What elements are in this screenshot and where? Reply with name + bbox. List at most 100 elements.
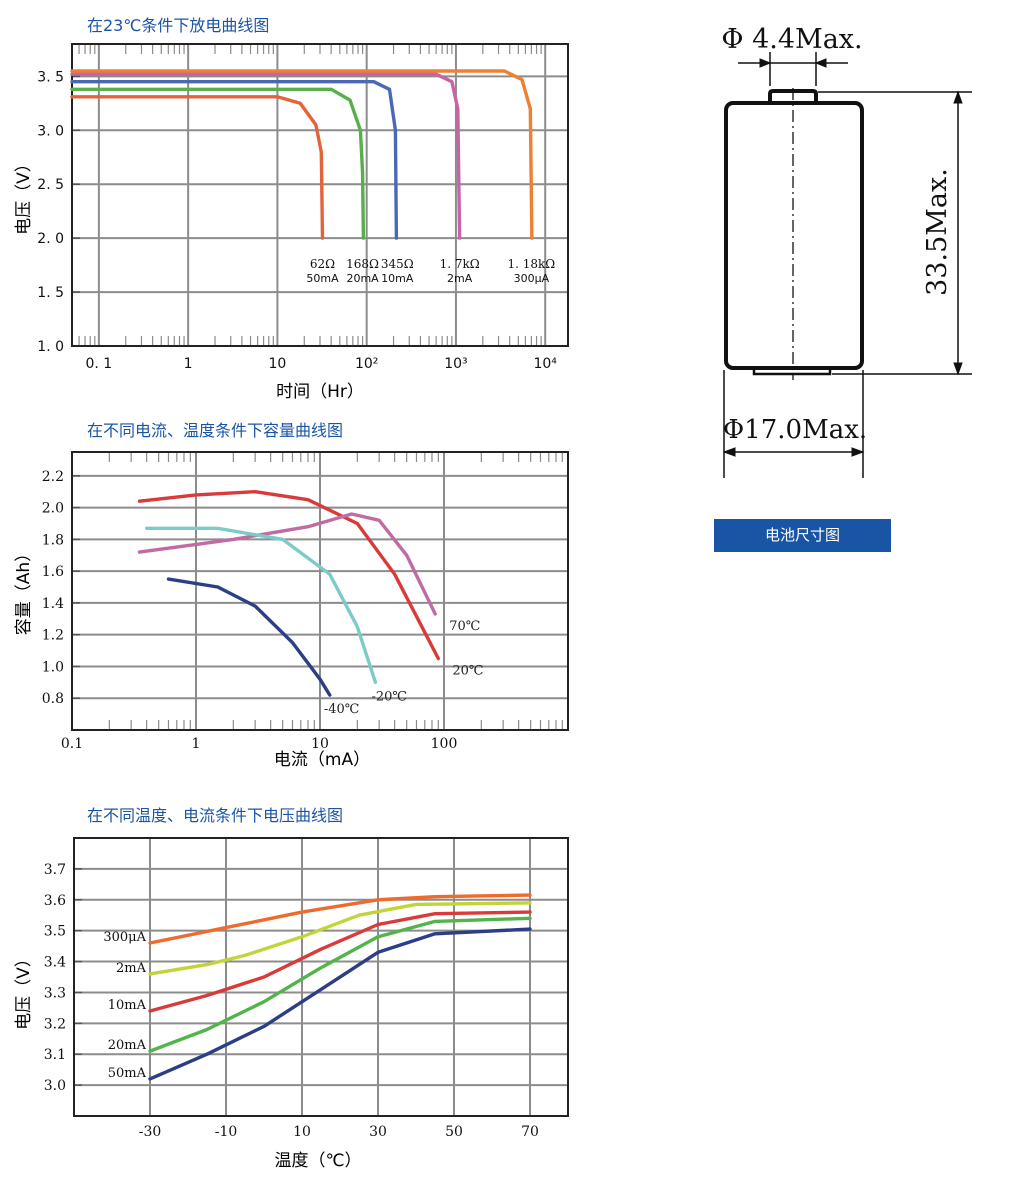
series-line xyxy=(148,901,532,976)
battery-body xyxy=(724,101,864,370)
series-label: 70℃ xyxy=(449,619,480,634)
series-line xyxy=(137,490,440,661)
annotation-layer: 20℃ 70℃ -20℃ -40℃ xyxy=(324,619,484,717)
arrow-head xyxy=(814,58,827,68)
y-tick-label: 1.8 xyxy=(42,532,64,548)
x-axis-label: 温度（℃） xyxy=(274,1151,361,1171)
x-tick-label: 10⁴ xyxy=(533,356,557,372)
x-tick-label: 10² xyxy=(355,356,378,372)
series-label: -40℃ xyxy=(324,702,359,717)
x-tick-label: 10 xyxy=(293,1124,311,1140)
y-axis-label: 电压（V） xyxy=(14,950,34,1030)
y-axis-label: 容量（Ah） xyxy=(14,545,34,635)
series-line xyxy=(70,80,399,240)
dimension-drawing-badge: 电池尺寸图 xyxy=(714,519,891,552)
x-tick-label: 10 xyxy=(311,736,329,752)
arrow-head xyxy=(759,58,772,68)
arrow-head xyxy=(722,447,736,457)
series-layer xyxy=(70,69,534,240)
y-tick-label: 3.3 xyxy=(44,985,66,1001)
series-layer xyxy=(148,893,532,1081)
series-label: 10mA xyxy=(108,998,147,1013)
chart-title: 在23℃条件下放电曲线图 xyxy=(87,16,269,35)
y-tick-label: 1.2 xyxy=(42,628,64,644)
height-label: 33.5Max. xyxy=(922,168,953,296)
y-tick-label: 1. 0 xyxy=(37,339,64,355)
y-tick-label: 3. 0 xyxy=(37,123,64,139)
series-label: 50mA xyxy=(108,1066,147,1081)
y-tick-label: 2. 5 xyxy=(37,177,64,193)
grid xyxy=(73,837,569,1117)
annotation-layer: 300μA 2mA 10mA 20mA 50mA xyxy=(103,930,146,1081)
y-tick-label: 3.4 xyxy=(44,955,66,971)
y-tick-label: 3.7 xyxy=(44,862,66,878)
y-tick-label: 2.0 xyxy=(42,501,64,517)
x-tick-label: 10 xyxy=(268,356,286,372)
load-current-label: 2mA xyxy=(447,272,473,285)
plot-frame xyxy=(71,451,569,731)
series-label: -20℃ xyxy=(371,689,406,704)
y-tick-label: 1. 5 xyxy=(37,285,64,301)
x-tick-label: -10 xyxy=(215,1124,238,1140)
x-tick-label: 50 xyxy=(445,1124,463,1140)
series-line xyxy=(70,72,462,240)
series-line xyxy=(145,526,378,684)
series-line xyxy=(148,916,532,1053)
x-tick-label: 0.1 xyxy=(61,736,83,752)
battery-base xyxy=(752,368,832,376)
body-diameter-label: Φ17.0Max. xyxy=(723,415,867,445)
y-tick-label: 3.0 xyxy=(44,1078,66,1094)
series-line xyxy=(70,87,366,240)
y-tick-label: 0.8 xyxy=(42,691,64,707)
load-resistance-label: 1. 18kΩ xyxy=(508,257,556,271)
arrow-head xyxy=(851,447,865,457)
tick-layer: -30 -10 10 30 50 70 3.0 3.1 3.2 3.3 3.4 3.5 3.6 3.7 xyxy=(44,862,539,1140)
x-tick-label: 100 xyxy=(431,736,458,752)
arrow-head xyxy=(953,362,963,376)
y-axis-label: 电压（V） xyxy=(14,155,34,235)
load-resistance-label: 345Ω xyxy=(381,257,414,271)
x-tick-label: 1 xyxy=(192,736,201,752)
series-label: 300μA xyxy=(103,930,146,945)
x-tick-label: 0. 1 xyxy=(86,356,113,372)
load-current-label: 300μA xyxy=(514,272,550,285)
y-tick-label: 2. 0 xyxy=(37,231,64,247)
series-label: 2mA xyxy=(116,961,147,976)
y-tick-label: 3.1 xyxy=(44,1047,66,1063)
series-line xyxy=(70,95,325,240)
y-tick-label: 1.0 xyxy=(42,659,64,675)
load-resistance-label: 1. 7kΩ xyxy=(440,257,480,271)
y-tick-label: 1.4 xyxy=(42,596,64,612)
load-current-label: 10mA xyxy=(381,272,414,285)
x-axis-label: 电流（mA） xyxy=(274,750,370,770)
y-tick-label: 1.6 xyxy=(42,564,64,580)
x-tick-label: -30 xyxy=(139,1124,162,1140)
series-line xyxy=(137,512,437,616)
x-tick-label: 1 xyxy=(184,356,193,372)
capacity-curve-chart: 在不同电流、温度条件下容量曲线图 20℃ 70℃ -20℃ -40℃ 0.1 1 10 10… xyxy=(14,421,569,770)
load-resistance-label: 168Ω xyxy=(346,257,379,271)
chart-title: 在不同温度、电流条件下电压曲线图 xyxy=(87,806,343,825)
x-axis-label: 时间（Hr） xyxy=(276,382,364,402)
battery-dimension-drawing: Φ 4.4Max. 33.5Max. Φ17.0Max. xyxy=(721,24,972,478)
voltage-temperature-chart: 在不同温度、电流条件下电压曲线图 300μA 2mA 10mA 20mA 50mA -3… xyxy=(14,806,569,1171)
series-layer xyxy=(137,490,440,697)
load-current-label: 50mA xyxy=(306,272,339,285)
y-tick-label: 3. 5 xyxy=(37,69,64,85)
y-tick-label: 2.2 xyxy=(42,469,64,485)
series-line xyxy=(166,577,332,697)
y-tick-label: 3.6 xyxy=(44,893,66,909)
load-resistance-label: 62Ω xyxy=(310,257,335,271)
x-tick-label: 10³ xyxy=(444,356,467,372)
tick-layer: 0.1 1 10 100 0.8 1.0 1.2 1.4 1.6 1.8 2.0 2.2 xyxy=(42,469,458,752)
pin-diameter-label: Φ 4.4Max. xyxy=(721,24,862,55)
arrow-head xyxy=(953,90,963,104)
series-line xyxy=(148,927,532,1081)
series-line xyxy=(148,893,532,945)
chart-title: 在不同电流、温度条件下容量曲线图 xyxy=(87,421,343,440)
series-label: 20mA xyxy=(108,1038,147,1053)
grid xyxy=(71,43,569,347)
